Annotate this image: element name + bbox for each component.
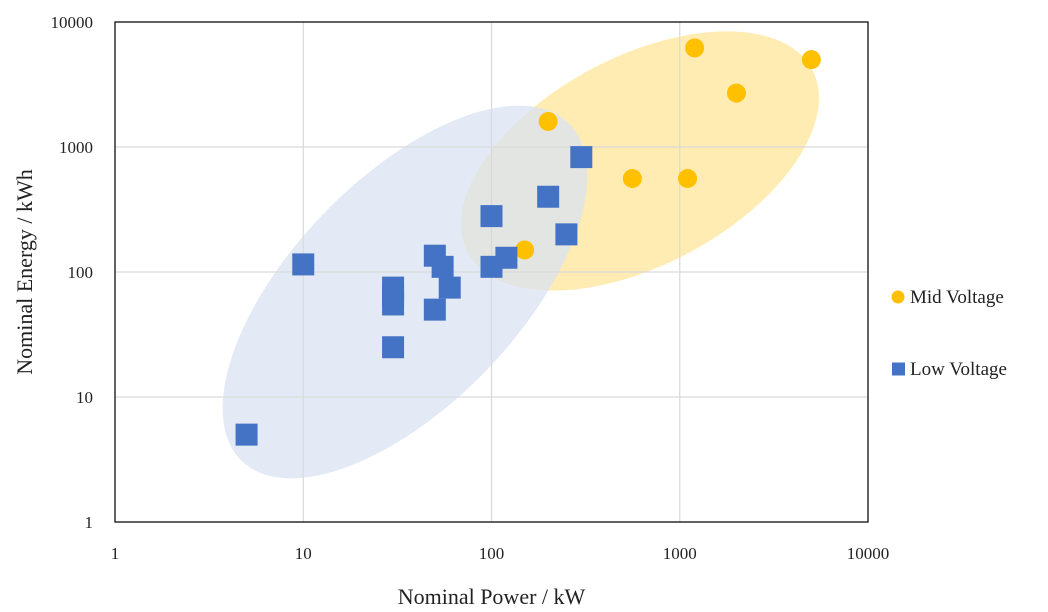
y-axis-title: Nominal Energy / kWh bbox=[12, 169, 37, 375]
low-voltage-point bbox=[555, 223, 578, 246]
plot-area-frame bbox=[114, 21, 869, 523]
legend-marker-mid-voltage bbox=[891, 290, 905, 304]
y-tick-label: 1 bbox=[85, 513, 94, 532]
data-points bbox=[235, 38, 821, 446]
y-tick-labels: 1 10 100 1000 10000 bbox=[51, 13, 94, 532]
low-voltage-point bbox=[480, 205, 503, 228]
x-tick-label: 10 bbox=[295, 544, 312, 563]
y-tick-label: 100 bbox=[68, 263, 94, 282]
legend-label-low-voltage: Low Voltage bbox=[910, 359, 1007, 380]
region-low-voltage bbox=[222, 105, 588, 479]
low-voltage-point bbox=[495, 246, 518, 269]
x-tick-label: 100 bbox=[479, 544, 505, 563]
low-voltage-point bbox=[235, 423, 258, 446]
x-tick-labels: 1 10 100 1000 10000 bbox=[111, 544, 890, 563]
mid-voltage-point bbox=[801, 50, 821, 70]
mid-voltage-point bbox=[622, 168, 642, 188]
mid-voltage-point bbox=[685, 38, 705, 58]
low-voltage-point bbox=[382, 293, 405, 316]
low-voltage-point bbox=[537, 185, 560, 208]
x-axis-title: Nominal Power / kW bbox=[398, 584, 586, 609]
mid-voltage-point bbox=[726, 83, 746, 103]
mid-voltage-point bbox=[538, 111, 558, 131]
x-tick-label: 1 bbox=[111, 544, 120, 563]
y-tick-label: 1000 bbox=[59, 138, 93, 157]
legend-label-mid-voltage: Mid Voltage bbox=[910, 287, 1004, 308]
y-tick-label: 10 bbox=[76, 388, 93, 407]
mid-voltage-point bbox=[678, 168, 698, 188]
low-voltage-point bbox=[292, 253, 315, 276]
x-tick-label: 10000 bbox=[847, 544, 890, 563]
low-voltage-point bbox=[431, 255, 454, 278]
legend-marker-low-voltage bbox=[892, 362, 905, 376]
low-voltage-point bbox=[438, 276, 461, 299]
mid-voltage-point bbox=[515, 240, 535, 260]
cluster-regions bbox=[222, 31, 819, 479]
low-voltage-point bbox=[423, 298, 446, 321]
low-voltage-point bbox=[382, 336, 405, 359]
legend: Mid Voltage Low Voltage bbox=[891, 287, 1007, 380]
y-tick-label: 10000 bbox=[51, 13, 94, 32]
x-tick-label: 1000 bbox=[663, 544, 697, 563]
low-voltage-point bbox=[570, 146, 593, 169]
